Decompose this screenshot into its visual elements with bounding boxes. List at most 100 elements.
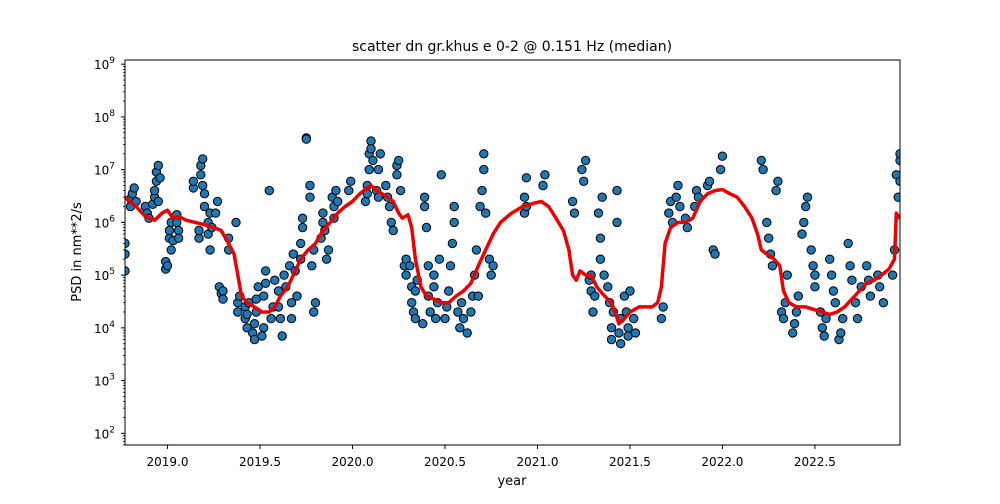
y-tick-label: 105 bbox=[94, 267, 115, 283]
x-tick-label: 2020.5 bbox=[424, 455, 466, 469]
scatter-point bbox=[434, 254, 445, 264]
scatter-point bbox=[440, 313, 450, 324]
scatter-point bbox=[166, 245, 176, 255]
scatter-point bbox=[599, 270, 609, 280]
scatter-point bbox=[887, 270, 898, 280]
scatter-point bbox=[791, 307, 802, 317]
chart-title: scatter dn gr.khus e 0-2 @ 0.151 Hz (med… bbox=[352, 39, 672, 55]
scatter-point bbox=[431, 313, 441, 324]
scatter-point bbox=[392, 170, 402, 180]
scatter-point bbox=[614, 328, 624, 338]
scatter-point bbox=[331, 185, 341, 196]
scatter-point bbox=[297, 222, 308, 233]
scatter-point bbox=[588, 307, 598, 317]
scatter-point bbox=[579, 176, 589, 187]
x-tick-label: 2019.5 bbox=[239, 455, 281, 469]
scatter-point bbox=[773, 176, 783, 187]
y-tick-label: 103 bbox=[94, 373, 115, 389]
scatter-point bbox=[401, 270, 411, 280]
scatter-point bbox=[260, 266, 271, 276]
scatter-point bbox=[836, 328, 846, 338]
scatter-point bbox=[381, 180, 391, 191]
x-tick-label: 2022.0 bbox=[701, 455, 743, 469]
scatter-point bbox=[323, 245, 334, 255]
scatter-point bbox=[606, 334, 617, 345]
scatter-point bbox=[616, 339, 626, 349]
scatter-point bbox=[297, 213, 308, 223]
scatter-point bbox=[802, 192, 813, 202]
scatter-point bbox=[477, 185, 487, 196]
scatter-point bbox=[249, 334, 260, 345]
scatter-point bbox=[296, 238, 306, 249]
scatter-point bbox=[173, 233, 184, 243]
scatter-point bbox=[893, 192, 900, 202]
x-tick-label: 2021.5 bbox=[609, 455, 651, 469]
scatter-point bbox=[301, 134, 311, 144]
scatter-point bbox=[843, 238, 853, 249]
scatter-point bbox=[456, 298, 467, 308]
scatter-point bbox=[360, 196, 371, 207]
scatter-point bbox=[458, 313, 469, 324]
scatter-point bbox=[259, 291, 269, 301]
scatter-point bbox=[717, 151, 728, 161]
scatter-point bbox=[188, 176, 199, 187]
scatter-point bbox=[788, 328, 798, 338]
scatter-point bbox=[366, 144, 376, 154]
scatter-point bbox=[455, 323, 465, 333]
scatter-point bbox=[253, 282, 263, 292]
scatter-point bbox=[249, 319, 260, 329]
scatter-point bbox=[629, 313, 639, 324]
scatter-point bbox=[257, 331, 267, 341]
scatter-point bbox=[625, 286, 635, 296]
scatter-point bbox=[410, 313, 421, 324]
scatter-point bbox=[364, 164, 374, 175]
scatter-point bbox=[205, 245, 215, 255]
y-tick-label: 107 bbox=[94, 162, 115, 178]
scatter-point bbox=[838, 313, 848, 324]
scatter-point bbox=[286, 313, 297, 324]
scatter-point bbox=[233, 307, 243, 317]
scatter-point bbox=[715, 164, 726, 175]
scatter-point bbox=[418, 319, 428, 329]
scatter-point bbox=[212, 196, 223, 207]
scatter-point bbox=[436, 170, 446, 180]
scatter-point bbox=[307, 261, 317, 271]
scatter-point bbox=[664, 208, 674, 218]
scatter-point bbox=[149, 185, 160, 196]
scatter-point bbox=[198, 180, 208, 191]
scatter-point bbox=[825, 254, 835, 264]
scatter-point bbox=[540, 170, 550, 180]
median-line bbox=[125, 183, 900, 326]
scatter-point bbox=[826, 270, 837, 280]
scatter-point bbox=[277, 331, 287, 341]
scatter-point bbox=[210, 208, 221, 218]
scatter-point bbox=[767, 261, 778, 271]
scatter-point bbox=[590, 291, 600, 301]
scatter-point bbox=[199, 201, 210, 212]
scatter-point bbox=[658, 302, 668, 312]
x-axis: 2019.0 2019.5 2020.0 2020.5 2021.0 2021.5 2022… bbox=[147, 445, 836, 469]
scatter-point bbox=[630, 328, 641, 338]
y-tick-label: 102 bbox=[94, 425, 115, 441]
scatter-point bbox=[407, 298, 417, 308]
x-tick-label: 2021.0 bbox=[516, 455, 558, 469]
x-tick-label: 2022.5 bbox=[794, 455, 836, 469]
scatter-point bbox=[164, 225, 175, 236]
scatter-point bbox=[419, 192, 430, 202]
scatter-point bbox=[449, 201, 459, 212]
scatter-point bbox=[782, 270, 792, 280]
scatter-point bbox=[194, 225, 204, 236]
scatter-point bbox=[603, 282, 613, 292]
scatter-point bbox=[318, 208, 328, 218]
scatter-point bbox=[155, 173, 165, 183]
scatter-point bbox=[704, 176, 715, 187]
scatter-point bbox=[479, 149, 489, 159]
scatter-point bbox=[421, 222, 432, 233]
scatter-point bbox=[830, 298, 840, 308]
scatter-point bbox=[758, 164, 768, 175]
scatter-point bbox=[762, 217, 772, 228]
scatter-point bbox=[789, 319, 800, 329]
scatter-point bbox=[373, 164, 384, 175]
x-tick-label: 2020.0 bbox=[332, 455, 374, 469]
